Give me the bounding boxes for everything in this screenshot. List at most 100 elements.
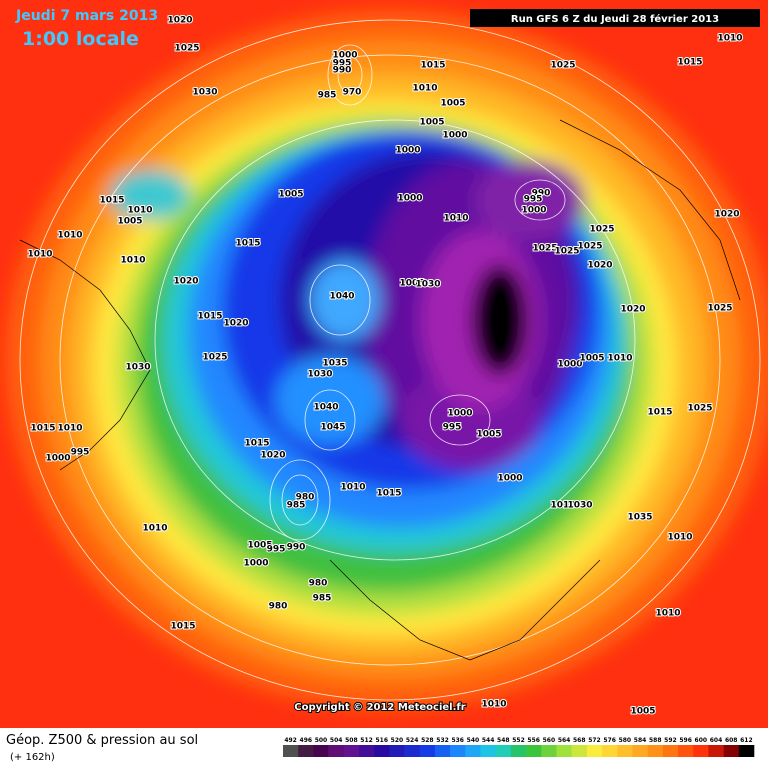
isobar-label: 1030 [567, 501, 592, 511]
isobar-label: 970 [343, 88, 362, 98]
isobar-label: 990 [532, 189, 551, 199]
colorbar-cell [358, 745, 375, 757]
colorbar-label: 532 [436, 737, 449, 744]
local-time: 1:00 locale [22, 28, 139, 50]
isobar-label: 1005 [117, 217, 142, 227]
legend-title: Géop. Z500 & pression au sol [6, 733, 198, 748]
isobar-label: 1025 [174, 44, 199, 54]
isobar-label: 1030 [125, 363, 150, 373]
run-banner [470, 9, 760, 27]
isobar-label: 1035 [322, 359, 347, 369]
colorbar-label: 508 [345, 737, 358, 744]
isobar-label: 1015 [197, 312, 222, 322]
colorbar-cell [298, 745, 314, 757]
isobar-label: 1000 [395, 146, 420, 156]
colorbar-label: 536 [451, 737, 464, 744]
isobar-label: 1025 [550, 61, 575, 71]
isobar-label: 1005 [419, 118, 444, 128]
isobar-label: 1040 [329, 292, 354, 302]
isobar-label: 1010 [607, 354, 632, 364]
isobar-label: 1020 [587, 261, 612, 271]
isobar-label: 1010 [57, 424, 82, 434]
colorbar-label: 528 [421, 737, 434, 744]
isobar-label: 1000 [45, 454, 70, 464]
isobar-label: 1005 [579, 354, 604, 364]
isobar-label: 1000 [557, 360, 582, 370]
isobar-label: 1025 [589, 225, 614, 235]
colorbar-label: 524 [406, 737, 419, 744]
date: Jeudi 7 mars 2013 [15, 8, 158, 24]
isobar-label: 1020 [714, 210, 739, 220]
isobar-label: 1015 [170, 622, 195, 632]
colorbar-cell [632, 745, 648, 757]
isobar-label: 985 [287, 501, 306, 511]
isobar-label: 1010 [340, 483, 365, 493]
colorbar-cell [450, 745, 466, 757]
isobar-label: 1005 [476, 430, 501, 440]
isobar-label: 1010 [27, 250, 52, 260]
colorbar-cell [723, 745, 740, 757]
colorbar-cell [434, 745, 451, 757]
isobar-label: 1015 [235, 239, 260, 249]
colorbar-cell [465, 745, 481, 757]
isobar-label: 1045 [320, 423, 345, 433]
isobars [19, 19, 761, 701]
isobar-label: 1005 [630, 707, 655, 717]
colorbar-label: 596 [679, 737, 692, 744]
isobar-label: 1000 [442, 131, 467, 141]
isobar-label: 990 [333, 66, 352, 76]
colorbar-cell [374, 745, 390, 757]
copyright: Copyright © 2012 Meteociel.fr [294, 702, 465, 713]
colorbar-label: 580 [619, 737, 632, 744]
colorbar-cell [480, 745, 497, 757]
isobar-label: 1025 [707, 304, 732, 314]
isobar-label: 1030 [192, 88, 217, 98]
isobar-label: 980 [296, 493, 315, 503]
colorbar-label: 584 [634, 737, 647, 744]
isobar-label: 1010 [667, 533, 692, 543]
colorbar-label: 548 [497, 737, 510, 744]
isobar-label: 1025 [554, 247, 579, 257]
isobar-label: 1015 [30, 424, 55, 434]
isobar-label: 1025 [577, 242, 602, 252]
isobar-label: 1015 [420, 61, 445, 71]
isobar-label: 1020 [167, 16, 192, 26]
isobar-label: 985 [313, 594, 332, 604]
isobar-label: 1000 [447, 409, 472, 419]
colorbar-cell [541, 745, 557, 757]
isobar-label: 1030 [307, 370, 332, 380]
isobar-label: 995 [524, 195, 543, 205]
colorbar-label: 552 [512, 737, 525, 744]
colorbar-cell [283, 745, 299, 757]
isobar-label: 1010 [481, 700, 506, 710]
isobar-label: 1020 [223, 319, 248, 329]
colorbar-cell [556, 745, 572, 757]
colorbar-label: 516 [375, 737, 388, 744]
isobar-label: 1015 [647, 408, 672, 418]
isobar-label: 990 [287, 543, 306, 553]
isobar-label: 995 [71, 448, 90, 458]
colorbar-label: 564 [558, 737, 571, 744]
map [0, 0, 768, 728]
isobar-label: 1000 [497, 474, 522, 484]
colorbar-label: 560 [543, 737, 556, 744]
colorbar: 492 496 500 504 508 512 516 520 524 528 532 536 540 5… [283, 737, 755, 757]
colorbar-cell [571, 745, 588, 757]
isobar-label: 1010 [443, 214, 468, 224]
colorbar-cell [662, 745, 679, 757]
run-info: Run GFS 6 Z du Jeudi 28 février 2013 [511, 13, 719, 25]
colorbar-label: 568 [573, 737, 586, 744]
colorbar-label: 496 [300, 737, 313, 744]
isobar-label: 1005 [278, 190, 303, 200]
legend-subtitle: (+ 162h) [10, 752, 55, 763]
isobar-label: 1000 [397, 194, 422, 204]
isobar-label: 1015 [99, 196, 124, 206]
colorbar-cell [510, 745, 527, 757]
isobar-label: 985 [318, 91, 337, 101]
colorbar-cell [586, 745, 603, 757]
isobar-label: 1010 [550, 501, 575, 511]
colorbar-label: 540 [467, 737, 480, 744]
isobar-label: 1000 [521, 206, 546, 216]
colorbar-cell [617, 745, 633, 757]
isobar-label: 995 [443, 423, 462, 433]
